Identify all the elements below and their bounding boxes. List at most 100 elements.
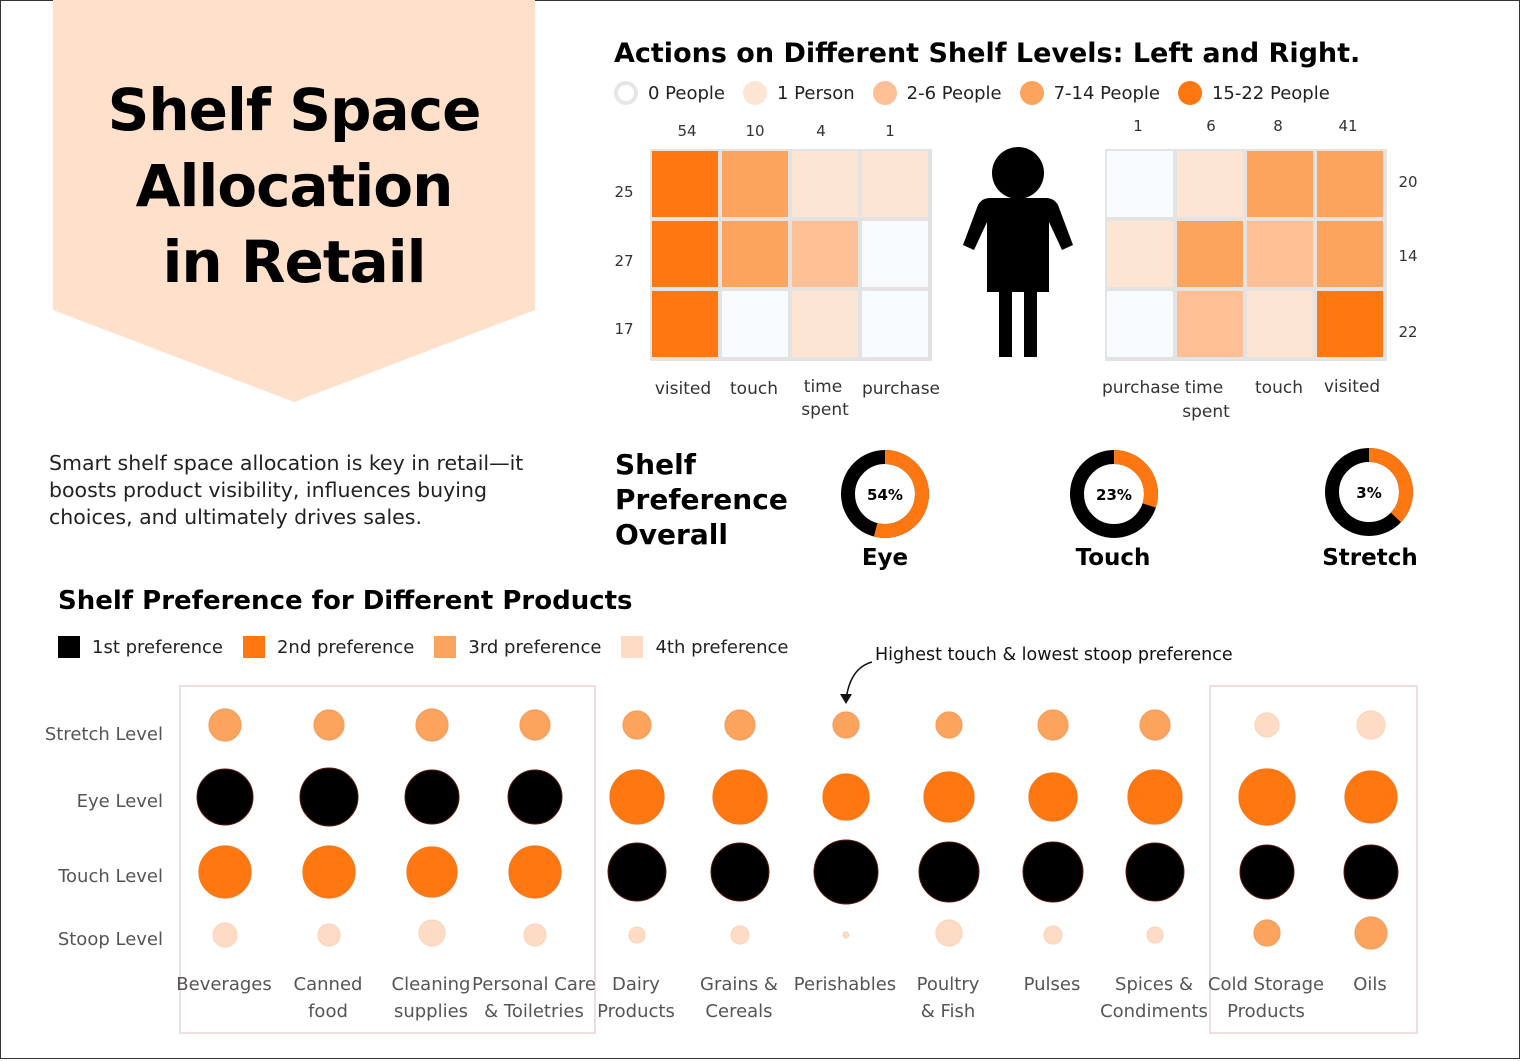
bubble-mark <box>1043 925 1063 945</box>
title-line-1: Shelf Space <box>107 76 482 144</box>
bubble-mark <box>196 768 254 826</box>
overall-title-line3: Overall <box>615 518 728 551</box>
product-label: Poultry <box>917 974 980 995</box>
bubble-mark <box>208 708 242 742</box>
donut-pct-touch: 23% <box>1096 486 1132 504</box>
bubble-mark <box>1344 770 1398 824</box>
right-row-total: 20 <box>1398 173 1417 191</box>
title-banner <box>53 0 535 402</box>
heatmap-cell <box>1247 151 1313 217</box>
product-label: Condiments <box>1100 1001 1208 1022</box>
bubble-mark <box>519 709 551 741</box>
heatmap-cell <box>1177 151 1243 217</box>
legend-item-0-people: 0 People <box>614 81 725 105</box>
bubble-mark <box>508 845 562 899</box>
heatmap-cell <box>792 151 858 217</box>
bubble-mark <box>1139 709 1171 741</box>
donut-arc <box>841 450 929 538</box>
donut-charts: 54% 23% 3% <box>841 448 1413 538</box>
right-col-total: 1 <box>1133 117 1143 135</box>
heatmap-cell <box>1107 291 1173 357</box>
right-col-total: 8 <box>1273 117 1283 135</box>
product-label: Cereals <box>705 1001 772 1022</box>
heatmap-cell <box>1107 221 1173 287</box>
heatmap-cell <box>652 221 718 287</box>
legend-swatch <box>872 81 897 105</box>
heatmap-cell <box>1317 151 1383 217</box>
product-label: & Toiletries <box>484 1001 584 1022</box>
legend-label: 15-22 People <box>1211 82 1330 104</box>
legend-label: 2nd preference <box>276 636 415 658</box>
product-label: Cold Storage <box>1208 974 1324 995</box>
legend-swatch <box>1177 81 1202 105</box>
legend-label: 1 Person <box>776 82 855 104</box>
bubble-mark <box>712 769 768 825</box>
donut-stretch <box>1325 448 1413 536</box>
legend-label: 3rd preference <box>468 636 602 658</box>
legend-item-2-6-people: 2-6 People <box>872 81 1002 105</box>
heatmap-cell <box>652 151 718 217</box>
heatmap-cell <box>862 291 928 357</box>
bubble-mark <box>832 711 860 739</box>
product-label: Products <box>1227 1001 1305 1022</box>
legend-swatch <box>434 636 457 658</box>
bubble-mark <box>730 925 750 945</box>
bubble-mark <box>842 931 850 939</box>
bubble-mark <box>622 710 652 740</box>
legend-swatch <box>621 636 644 658</box>
group-box-first <box>179 685 596 1034</box>
bubble-mark <box>1356 710 1386 740</box>
heatmap-cell <box>722 291 788 357</box>
left-row-total: 27 <box>614 252 633 270</box>
legend-label: 2-6 People <box>906 82 1002 104</box>
donut-pct-stretch: 3% <box>1356 484 1381 502</box>
legend-label: 1st preference <box>92 636 223 658</box>
product-label: Canned <box>294 974 363 995</box>
left-col-label: purchase <box>862 379 940 399</box>
legend-item-7-14-people: 7-14 People <box>1019 81 1160 105</box>
right-row-total: 14 <box>1398 247 1417 265</box>
right-col-label: time <box>1185 378 1223 398</box>
bubble-mark <box>212 922 238 948</box>
heatmap-left <box>650 149 932 361</box>
heatmap-cell <box>722 221 788 287</box>
legend-item-15-22-people: 15-22 People <box>1177 81 1330 105</box>
heatmap-cell <box>652 291 718 357</box>
left-col-total: 54 <box>677 122 696 140</box>
heatmap-cell <box>1317 221 1383 287</box>
bubble-mark <box>1239 844 1295 900</box>
products-title: Shelf Preference for Different Products <box>58 586 633 616</box>
bubble-mark <box>918 841 980 903</box>
heatmap-cell <box>1177 291 1243 357</box>
donut-pct-eye: 54% <box>867 486 903 504</box>
product-label: supplies <box>394 1001 468 1022</box>
bubble-mark <box>415 708 449 742</box>
intro-paragraph: Smart shelf space allocation is key in r… <box>49 451 524 529</box>
actions-legend: 0 People 1 Person 2-6 People 7-14 People… <box>614 81 1348 105</box>
product-label: Oils <box>1353 974 1387 995</box>
legend-swatch <box>58 636 80 658</box>
bubble-mark <box>628 926 646 944</box>
donut-label-eye: Eye <box>861 545 909 571</box>
legend-item-3rd: 3rd preference <box>434 636 601 658</box>
product-label: food <box>308 1001 348 1022</box>
bubble-mark <box>1254 712 1280 738</box>
level-label: Stoop Level <box>58 929 163 950</box>
heatmap-cell <box>792 221 858 287</box>
left-col-total: 4 <box>816 122 826 140</box>
heatmaps-chart: 54 10 4 1 25 27 17 visited touch time sp… <box>614 117 1417 422</box>
heatmap-cell <box>722 151 788 217</box>
bubble-mark <box>1343 844 1399 900</box>
heatmap-cell <box>862 221 928 287</box>
annotation-text: Highest touch & lowest stoop preference <box>875 645 1233 665</box>
product-label: Products <box>597 1001 675 1022</box>
product-label: Pulses <box>1024 974 1081 995</box>
bubble-mark <box>299 767 359 827</box>
heatmap-cell <box>1107 151 1173 217</box>
bubble-mark <box>1125 842 1185 902</box>
heatmap-right <box>1105 149 1387 361</box>
title-line-3: in Retail <box>162 228 427 296</box>
legend-item-1-person: 1 Person <box>742 81 855 105</box>
bubble-marks <box>196 708 1399 950</box>
